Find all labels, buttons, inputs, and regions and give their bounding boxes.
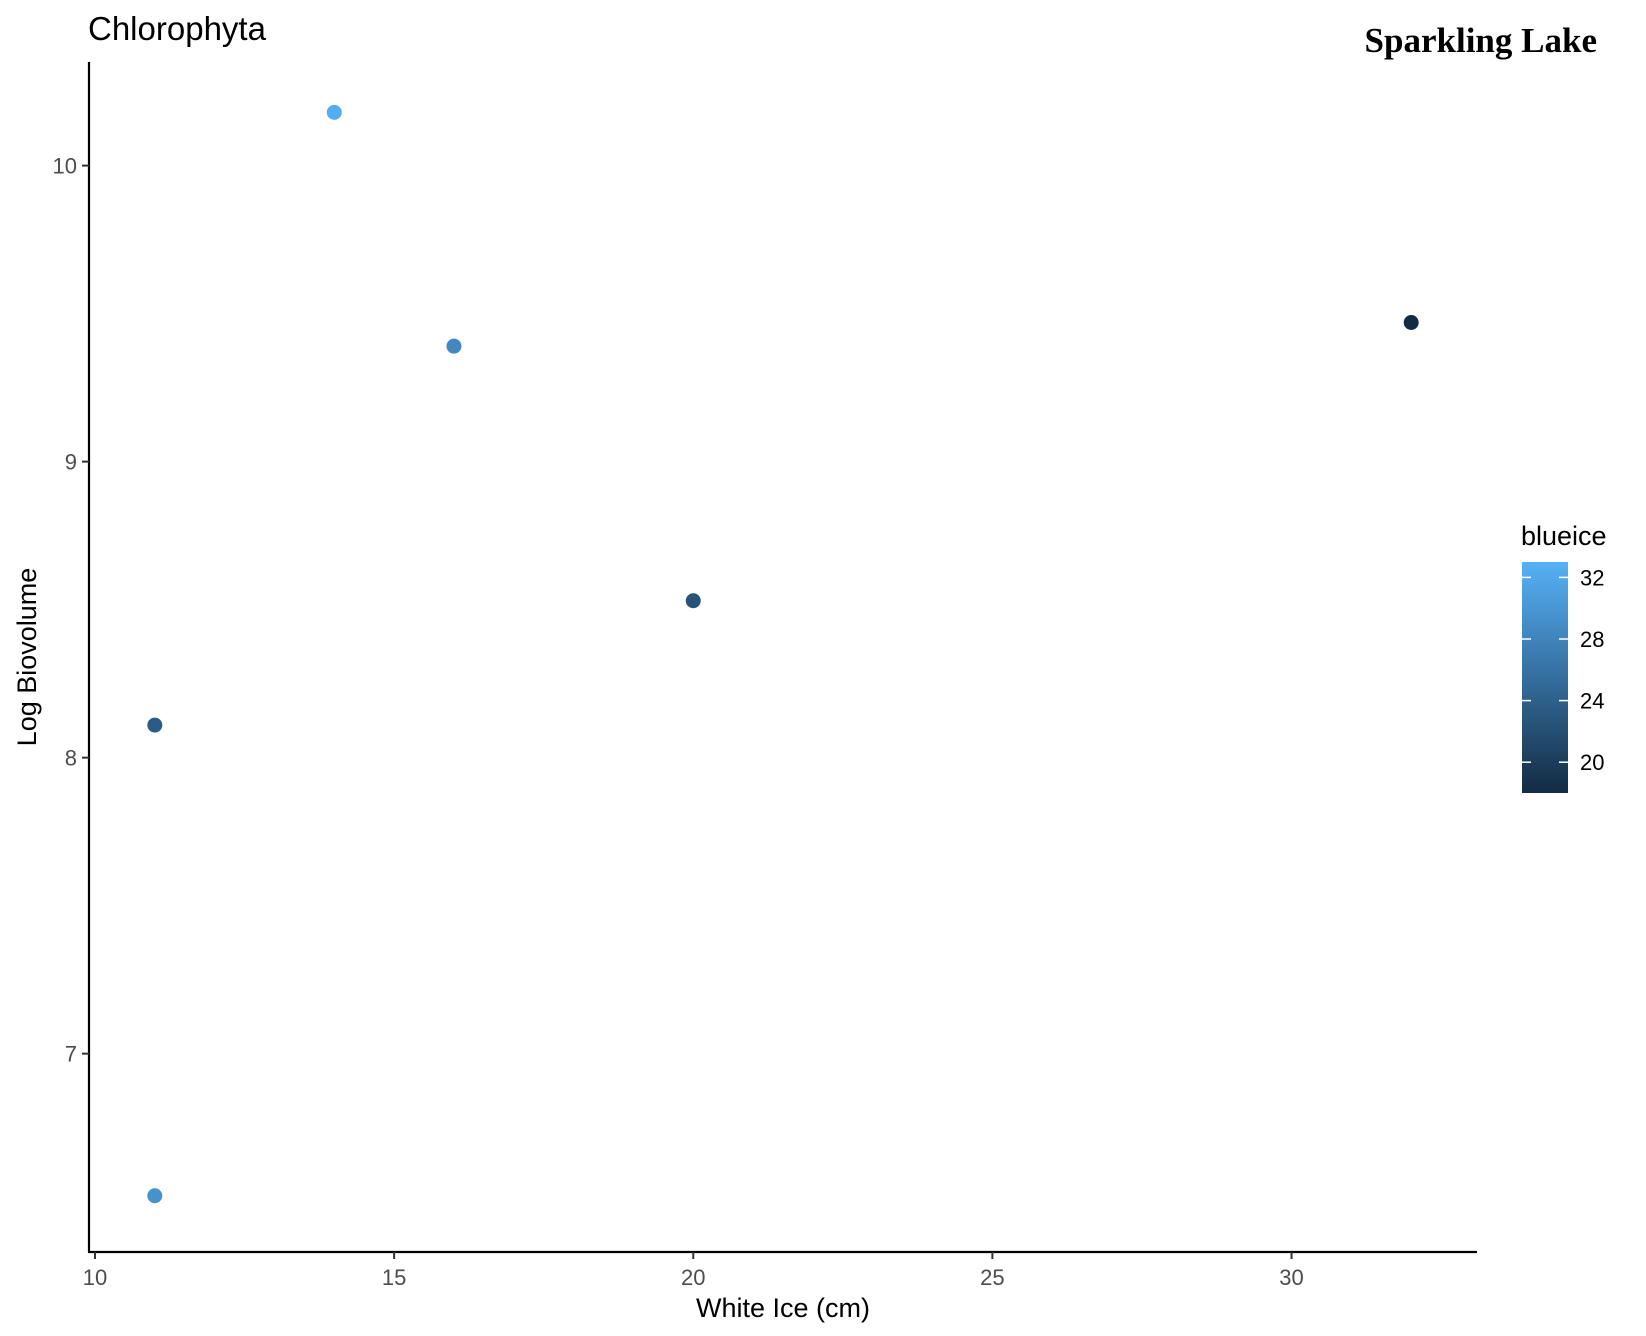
x-tick-label: 15 — [382, 1265, 406, 1290]
scatter-point — [1403, 314, 1419, 330]
color-legend: blueice 20 24 28 32 — [1521, 521, 1607, 793]
legend-tick-label: 24 — [1580, 689, 1604, 714]
scatter-point — [326, 104, 342, 120]
y-axis-label: Log Biovolume — [12, 568, 42, 747]
scatter-point — [147, 1188, 163, 1204]
scatter-point — [147, 717, 163, 733]
x-tick-label: 30 — [1279, 1265, 1303, 1290]
x-tick-label: 10 — [83, 1265, 107, 1290]
legend-colorbar — [1522, 562, 1568, 793]
y-tick-label: 9 — [65, 450, 77, 475]
legend-tick-label: 20 — [1580, 750, 1604, 775]
x-tick-label: 20 — [681, 1265, 705, 1290]
legend-title: blueice — [1521, 521, 1607, 551]
data-points — [147, 104, 1419, 1204]
scatter-point — [446, 338, 462, 354]
legend-ticks: 20 24 28 32 — [1522, 565, 1604, 775]
y-ticks: 7 8 9 10 — [53, 154, 89, 1067]
chart-title: Chlorophyta — [88, 10, 267, 47]
scatter-point — [685, 593, 701, 609]
legend-tick-label: 28 — [1580, 627, 1604, 652]
y-tick-label: 10 — [53, 154, 77, 179]
x-ticks: 10 15 20 25 30 — [83, 1252, 1304, 1290]
x-axis-label: White Ice (cm) — [696, 1293, 870, 1323]
y-tick-label: 8 — [65, 746, 77, 771]
y-tick-label: 7 — [65, 1042, 77, 1067]
legend-tick-label: 32 — [1580, 565, 1604, 590]
x-tick-label: 25 — [980, 1265, 1004, 1290]
site-label: Sparkling Lake — [1365, 21, 1597, 60]
plot-area: 10 15 20 25 30 7 8 9 10 — [53, 62, 1477, 1290]
